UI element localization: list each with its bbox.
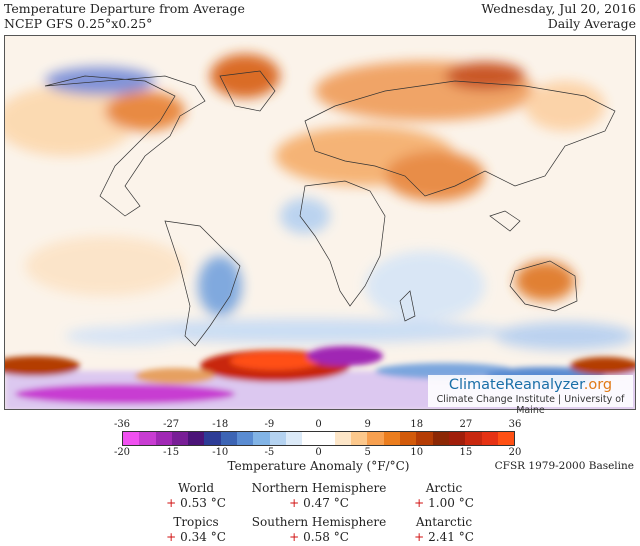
fahrenheit-tick-label: -18 [212, 419, 229, 430]
fahrenheit-tick-label: 36 [508, 419, 522, 430]
celsius-tick-label: 0 [315, 447, 322, 458]
stat-sign: + [289, 530, 300, 544]
logo-subtitle: Climate Change Institute | University of… [436, 394, 625, 416]
colorbar-swatch [432, 432, 449, 445]
fahrenheit-tick-label: 0 [315, 419, 322, 430]
celsius-tick-label: 15 [459, 447, 473, 458]
stat-name: Antarctic [415, 515, 473, 529]
stat-sign: + [289, 496, 300, 510]
celsius-tick-label: 5 [364, 447, 371, 458]
baseline-label: CFSR 1979-2000 Baseline [494, 460, 634, 472]
map-title: Temperature Departure from Average [4, 1, 245, 16]
colorbar [122, 431, 515, 446]
logo-name: ClimateReanalyzer.org [428, 376, 633, 394]
colorbar-swatch [318, 432, 335, 445]
colorbar-swatch [497, 432, 515, 445]
celsius-tick-label: -20 [113, 447, 131, 458]
colorbar-swatch [171, 432, 189, 445]
celsius-ticks: -20 -15 -10 -5 0 5 10 15 20 [114, 447, 521, 459]
stat-sign: + [166, 496, 177, 510]
logo-name-part2: Reanalyzer [504, 377, 584, 393]
logo-name-part3: .org [583, 377, 613, 393]
period-label: Daily Average [547, 16, 636, 31]
colorbar-swatch [383, 432, 401, 445]
colorbar-swatch [334, 432, 352, 445]
stat-southern-hemisphere: Southern Hemisphere +0.58 °C [249, 515, 389, 545]
stat-name: Arctic [425, 481, 463, 495]
stat-sign: + [166, 530, 177, 544]
colorbar-swatch [351, 432, 368, 445]
colorbar-swatch [285, 432, 303, 445]
stat-value: +0.34 °C [126, 530, 266, 545]
colorbar-swatch [237, 432, 254, 445]
stat-number: 0.53 °C [180, 496, 226, 510]
stat-number: 0.58 °C [303, 530, 349, 544]
celsius-tick-label: -15 [163, 447, 180, 458]
colorbar-swatch [123, 432, 140, 445]
colorbar-swatch [448, 432, 466, 445]
celsius-tick-label: 10 [410, 447, 424, 458]
stat-sign: + [414, 530, 425, 544]
climate-reanalyzer-logo: ClimateReanalyzer.org Climate Change Ins… [428, 375, 633, 416]
colorbar-swatch [416, 432, 433, 445]
colorbar-swatch [367, 432, 384, 445]
stat-number: 0.34 °C [180, 530, 226, 544]
fahrenheit-tick-label: -9 [264, 419, 275, 430]
anomaly-map [4, 35, 636, 410]
stat-arctic: Arctic +1.00 °C [374, 481, 514, 511]
logo-name-part1: Climate [448, 377, 505, 393]
stat-name: Southern Hemisphere [251, 515, 387, 529]
stat-number: 1.00 °C [428, 496, 474, 510]
anomaly-map-graphic [5, 36, 635, 409]
fahrenheit-ticks: -36 -27 -18 -9 0 9 18 27 36 [114, 419, 521, 431]
stat-number: 0.47 °C [303, 496, 349, 510]
colorbar-swatch [465, 432, 482, 445]
stat-value: +0.47 °C [249, 496, 389, 511]
stat-northern-hemisphere: Northern Hemisphere +0.47 °C [249, 481, 389, 511]
colorbar-swatch [302, 432, 319, 445]
colorbar-swatch [155, 432, 172, 445]
colorbar-swatch [481, 432, 498, 445]
stat-value: +1.00 °C [374, 496, 514, 511]
stat-sign: + [414, 496, 425, 510]
fahrenheit-tick-label: 9 [364, 419, 371, 430]
stat-number: 2.41 °C [428, 530, 474, 544]
fahrenheit-tick-label: -27 [163, 419, 180, 430]
stat-value: +0.58 °C [249, 530, 389, 545]
colorbar-swatch [253, 432, 270, 445]
stat-antarctic: Antarctic +2.41 °C [374, 515, 514, 545]
celsius-tick-label: -5 [264, 447, 275, 458]
stat-value: +0.53 °C [126, 496, 266, 511]
fahrenheit-tick-label: 27 [459, 419, 473, 430]
scale-label: Temperature Anomaly (°F/°C) [227, 459, 410, 473]
colorbar-swatch [400, 432, 417, 445]
fahrenheit-tick-label: 18 [410, 419, 424, 430]
celsius-tick-label: 20 [508, 447, 522, 458]
colorbar-swatch [204, 432, 221, 445]
stat-name: Tropics [173, 515, 219, 529]
date-label: Wednesday, Jul 20, 2016 [481, 1, 636, 16]
stat-name: World [178, 481, 214, 495]
color-scale: -36 -27 -18 -9 0 9 18 27 36 -20 -15 -10 -5 0 5 10 15 20 [114, 419, 521, 459]
stat-name: Northern Hemisphere [251, 481, 387, 495]
stat-tropics: Tropics +0.34 °C [126, 515, 266, 545]
colorbar-swatch [269, 432, 286, 445]
fahrenheit-tick-label: -36 [113, 419, 131, 430]
model-label: NCEP GFS 0.25°x0.25° [4, 16, 153, 31]
celsius-tick-label: -10 [212, 447, 229, 458]
colorbar-swatch [139, 432, 156, 445]
stat-value: +2.41 °C [374, 530, 514, 545]
colorbar-swatch [220, 432, 238, 445]
colorbar-swatch [188, 432, 205, 445]
stat-world: World +0.53 °C [126, 481, 266, 511]
